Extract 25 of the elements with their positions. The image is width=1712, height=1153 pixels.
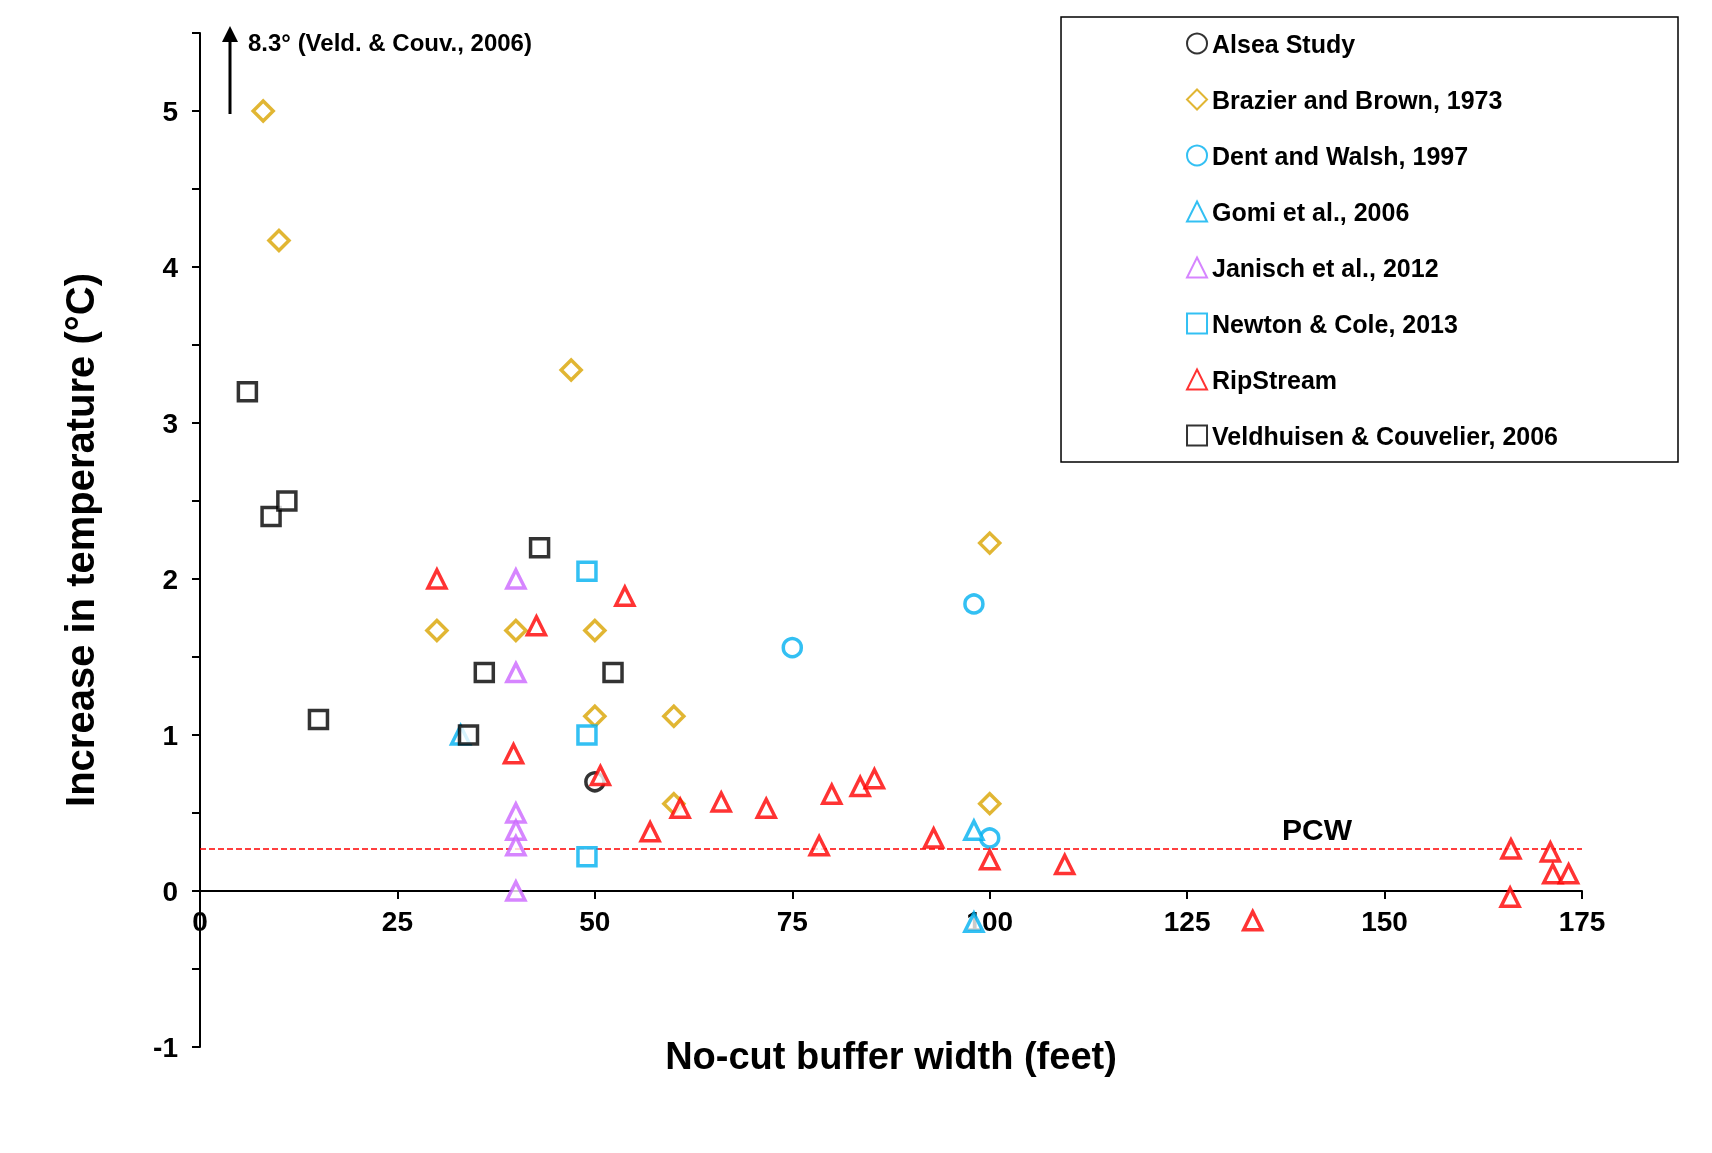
y-tick-label: 1 [162, 719, 178, 751]
x-tick-label: 75 [776, 905, 808, 937]
y-tick-label: 5 [162, 95, 178, 127]
y-tick-label: -1 [153, 1031, 178, 1063]
y-tick-label: 3 [162, 407, 178, 439]
ref-line-label: PCW [1282, 813, 1353, 847]
x-axis-title: No-cut buffer width (feet) [665, 1035, 1117, 1077]
legend-label: Dent and Walsh, 1997 [1212, 141, 1469, 170]
legend-label: Veldhuisen & Couvelier, 2006 [1212, 421, 1558, 450]
y-tick-label: 2 [162, 563, 178, 595]
y-tick-label: 0 [162, 875, 178, 907]
x-tick-label: 125 [1163, 905, 1211, 937]
legend-label: Janisch et al., 2012 [1212, 253, 1439, 282]
legend-label: Brazier and Brown, 1973 [1212, 85, 1503, 114]
x-tick-label: 175 [1558, 905, 1606, 937]
annotation: 8.3° (Veld. & Couv., 2006) [248, 28, 532, 56]
x-tick-label: 150 [1361, 905, 1408, 937]
x-tick-label: 50 [579, 905, 611, 937]
y-tick-label: 4 [162, 251, 179, 283]
x-tick-label: 25 [381, 905, 414, 937]
legend-label: Newton & Cole, 2013 [1212, 309, 1458, 338]
legend-label: RipStream [1212, 365, 1338, 394]
y-axis-title: Increase in temperature (°C) [58, 273, 102, 807]
legend-label: Alsea Study [1212, 29, 1356, 58]
legend-label: Gomi et al., 2006 [1212, 197, 1410, 226]
